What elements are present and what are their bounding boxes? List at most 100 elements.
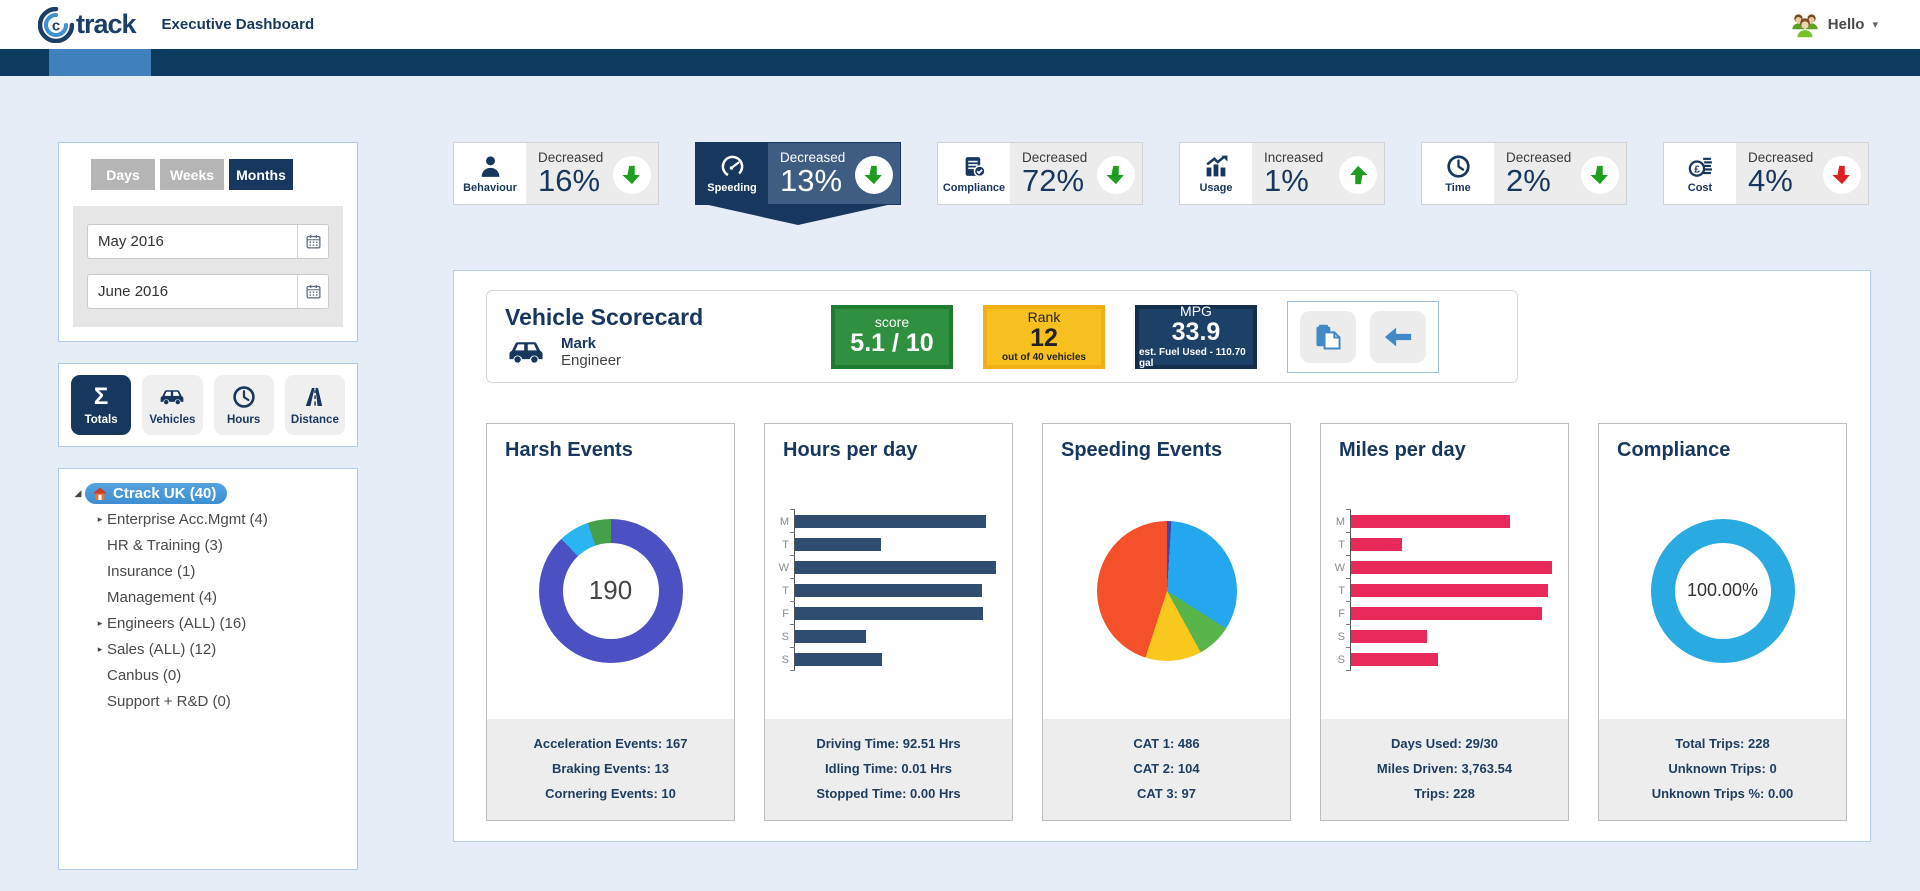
tree-item-sales[interactable]: ▸ Sales (ALL) (12) [89, 637, 349, 662]
nav-active-segment [49, 49, 151, 76]
sidebar: Days Weeks Months [58, 142, 358, 870]
tree-collapsed-caret-icon[interactable]: ▸ [97, 618, 103, 628]
harsh-events-stats: Acceleration Events: 167 Braking Events:… [487, 719, 734, 820]
sigma-icon: Σ [93, 383, 109, 410]
hours-per-day-card: Hours per day M T W T F S S Dri [764, 423, 1013, 821]
tree-item-insurance[interactable]: Insurance (1) [107, 563, 196, 580]
tree-selected-pill: Ctrack UK (40) [85, 483, 228, 504]
view-tab-hours[interactable]: Hours [213, 375, 274, 435]
donut-center-value: 190 [588, 575, 633, 605]
main-area: Behaviour Decreased 16% Speeding Decreas… [453, 142, 1871, 870]
tree-item-engineers[interactable]: ▸ Engineers (ALL) (16) [89, 611, 349, 636]
calendar-icon [305, 285, 321, 299]
tree-item-ctrack-uk[interactable]: ◢ Ctrack UK (40) [67, 481, 349, 506]
scorecard-title: Vehicle Scorecard [505, 303, 704, 330]
donut-center-value: 100.00% [1686, 580, 1759, 600]
view-tab-distance[interactable]: Distance [284, 375, 345, 435]
clipboard-check-icon [965, 156, 986, 177]
hours-bar-chart: M T W T F S S [765, 509, 1012, 671]
tree-item-enterprise[interactable]: ▸ Enterprise Acc.Mgmt (4) [89, 507, 349, 532]
usage-chart-icon [1205, 155, 1227, 176]
car-icon [159, 384, 185, 410]
group-avatar-icon [1792, 13, 1818, 37]
copy-icon [1316, 324, 1341, 350]
speedometer-icon [721, 155, 743, 177]
page-title: Executive Dashboard [161, 16, 315, 33]
tab-months[interactable]: Months [229, 159, 293, 190]
clock-icon [231, 384, 257, 410]
chart-cards-row: Harsh Events 190 Acceleration Events: 16… [486, 423, 1870, 821]
compliance-stats: Total Trips: 228 Unknown Trips: 0 Unknow… [1599, 719, 1846, 820]
driver-role: Engineer [561, 352, 622, 369]
tree-collapsed-caret-icon[interactable]: ▸ [97, 644, 103, 654]
miles-per-day-card: Miles per day M T W T F S S Day [1320, 423, 1569, 821]
view-tab-totals[interactable]: Σ Totals [71, 375, 132, 435]
tab-weeks[interactable]: Weeks [160, 159, 224, 190]
date-from-input[interactable] [88, 225, 297, 258]
kpi-row: Behaviour Decreased 16% Speeding Decreas… [453, 142, 1871, 205]
calendar-icon [305, 235, 321, 249]
trend-down-arrow-icon [1581, 156, 1619, 194]
driver-name: Mark [561, 334, 597, 352]
view-tab-vehicles[interactable]: Vehicles [142, 375, 203, 435]
compliance-card: Compliance 100.00% Total Trips: 228 Unkn… [1598, 423, 1847, 821]
home-icon [93, 486, 107, 500]
back-arrow-icon [1384, 327, 1412, 346]
mpg-badge: MPG 33.9 est. Fuel Used - 110.70 gal [1135, 303, 1257, 369]
rank-badge: Rank 12 out of 40 vehicles [983, 304, 1105, 369]
kpi-card-compliance[interactable]: Compliance Decreased 72% [937, 142, 1143, 205]
tab-days[interactable]: Days [91, 159, 155, 190]
date-from-calendar-button[interactable] [297, 225, 328, 258]
trend-up-arrow-icon [1339, 156, 1377, 194]
logo-wordmark: track [76, 9, 137, 39]
tree-collapsed-caret-icon[interactable]: ▸ [97, 514, 103, 524]
nav-bar [0, 49, 1920, 76]
harsh-events-donut-chart: 190 [538, 518, 683, 663]
cost-coins-icon: £ [1688, 157, 1712, 177]
kpi-card-behaviour[interactable]: Behaviour Decreased 16% [453, 142, 659, 205]
trend-down-arrow-icon [855, 156, 893, 194]
dashboard-panel: Vehicle Scorecard Mark Engineer score 5.… [453, 270, 1871, 842]
trend-down-arrow-icon [613, 156, 651, 194]
fleet-tree: ◢ Ctrack UK (40) ▸ Enterprise Acc.Mgmt (… [58, 468, 358, 870]
vehicle-scorecard: Vehicle Scorecard Mark Engineer score 5.… [486, 290, 1518, 383]
view-tabs-panel: Σ Totals Vehicles Hours Distance [58, 363, 358, 447]
kpi-card-time[interactable]: Time Decreased 2% [1421, 142, 1627, 205]
miles-stats: Days Used: 29/30 Miles Driven: 3,763.54 … [1321, 719, 1568, 820]
date-range-block [73, 206, 343, 327]
tree-expanded-caret-icon[interactable]: ◢ [74, 488, 82, 498]
ctrack-logo-icon: c [38, 6, 74, 43]
back-button[interactable] [1370, 310, 1426, 363]
score-badge: score 5.1 / 10 [831, 304, 953, 369]
person-icon [481, 155, 499, 177]
tree-item-support-rd[interactable]: Support + R&D (0) [107, 693, 231, 710]
copy-button[interactable] [1300, 310, 1356, 363]
car-icon [509, 342, 543, 363]
kpi-card-speeding[interactable]: Speeding Decreased 13% [695, 142, 901, 205]
period-panel: Days Weeks Months [58, 142, 358, 342]
compliance-donut-chart: 100.00% [1650, 518, 1795, 663]
date-from-field [87, 224, 329, 259]
kpi-card-cost[interactable]: £ Cost Decreased 4% [1663, 142, 1869, 205]
tree-item-management[interactable]: Management (4) [107, 589, 218, 606]
date-to-field [87, 274, 329, 309]
date-to-input[interactable] [88, 275, 297, 308]
chevron-down-icon: ▾ [1872, 19, 1878, 31]
speeding-pie-chart [1096, 520, 1237, 661]
ctrack-logo: c track [38, 6, 137, 43]
svg-text:£: £ [1694, 164, 1700, 175]
tree-item-canbus[interactable]: Canbus (0) [107, 667, 182, 684]
greeting-label: Hello [1827, 16, 1865, 33]
svg-text:c: c [52, 17, 60, 34]
speeding-events-card: Speeding Events CAT 1: 486 CAT 2: 104 CA… [1042, 423, 1291, 821]
harsh-events-card: Harsh Events 190 Acceleration Events: 16… [486, 423, 735, 821]
tree-item-hr-training[interactable]: HR & Training (3) [107, 537, 223, 554]
top-header: c track Executive Dashboard Hello ▾ [0, 0, 1920, 49]
road-icon [302, 384, 328, 410]
clock-icon [1446, 154, 1470, 178]
user-menu[interactable]: Hello ▾ [1790, 10, 1878, 40]
date-to-calendar-button[interactable] [297, 275, 328, 308]
kpi-card-usage[interactable]: Usage Increased 1% [1179, 142, 1385, 205]
speeding-stats: CAT 1: 486 CAT 2: 104 CAT 3: 97 [1043, 719, 1290, 820]
miles-bar-chart: M T W T F S S [1321, 509, 1568, 671]
